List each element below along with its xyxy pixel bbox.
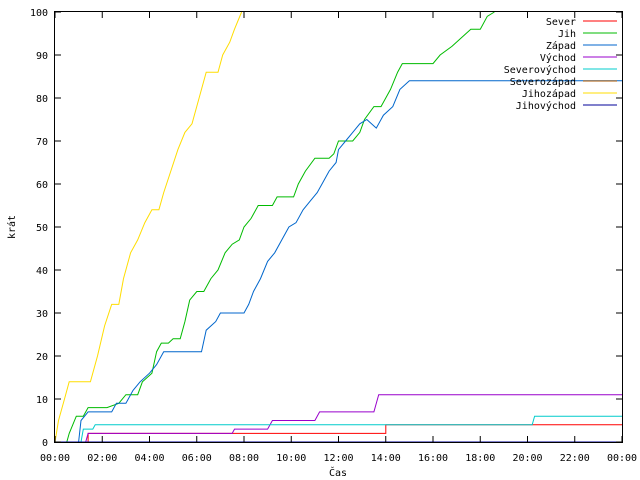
x-tick-label: 00:00 [607, 453, 637, 464]
x-tick-label: 22:00 [560, 453, 590, 464]
legend-label: Východ [540, 52, 576, 64]
y-tick-label: 90 [36, 51, 48, 62]
legend-label: Sever [546, 17, 576, 28]
y-tick-label: 100 [30, 8, 48, 19]
y-tick-label: 80 [36, 94, 48, 105]
x-tick-label: 12:00 [323, 453, 353, 464]
y-tick-label: 20 [36, 352, 48, 363]
series-line-Severovýchod [55, 415, 622, 443]
x-tick-label: 18:00 [465, 453, 495, 464]
legend-label: Severovýchod [504, 64, 576, 76]
plot-frame [54, 11, 623, 443]
series-line-Jihozápad [54, 11, 243, 443]
x-tick-label: 00:00 [40, 453, 70, 464]
x-tick-label: 06:00 [182, 453, 212, 464]
x-axis: 00:00 02:00 04:00 06:00 08:00 10:00 12:00 14:00… [40, 12, 637, 464]
y-tick-label: 0 [42, 438, 48, 449]
x-axis-label: Čas [329, 466, 347, 479]
y-tick-label: 10 [36, 395, 48, 406]
y-tick-label: 70 [36, 137, 48, 148]
legend-label: Jihozápad [522, 88, 576, 100]
series-line-Západ [55, 80, 622, 443]
y-axis-label: krát [6, 215, 18, 239]
legend: SeverJihZápadVýchodSeverovýchodSeverozáp… [504, 17, 617, 112]
legend-label: Západ [546, 40, 576, 52]
legend-label: Jihovýchod [516, 100, 576, 112]
y-tick-label: 40 [36, 266, 48, 277]
y-tick-label: 50 [36, 223, 48, 234]
series-line-Jih [55, 11, 495, 443]
legend-label: Jih [558, 29, 576, 40]
x-tick-label: 08:00 [229, 453, 259, 464]
x-tick-label: 20:00 [512, 453, 542, 464]
x-tick-label: 04:00 [134, 453, 164, 464]
y-axis: 0 10 20 30 40 50 60 70 80 90 100 [30, 8, 622, 449]
y-tick-label: 60 [36, 180, 48, 191]
x-tick-label: 02:00 [87, 453, 117, 464]
x-tick-label: 16:00 [418, 453, 448, 464]
x-tick-label: 10:00 [276, 453, 306, 464]
x-tick-label: 14:00 [371, 453, 401, 464]
legend-label: Severozápad [510, 76, 576, 88]
y-tick-label: 30 [36, 309, 48, 320]
